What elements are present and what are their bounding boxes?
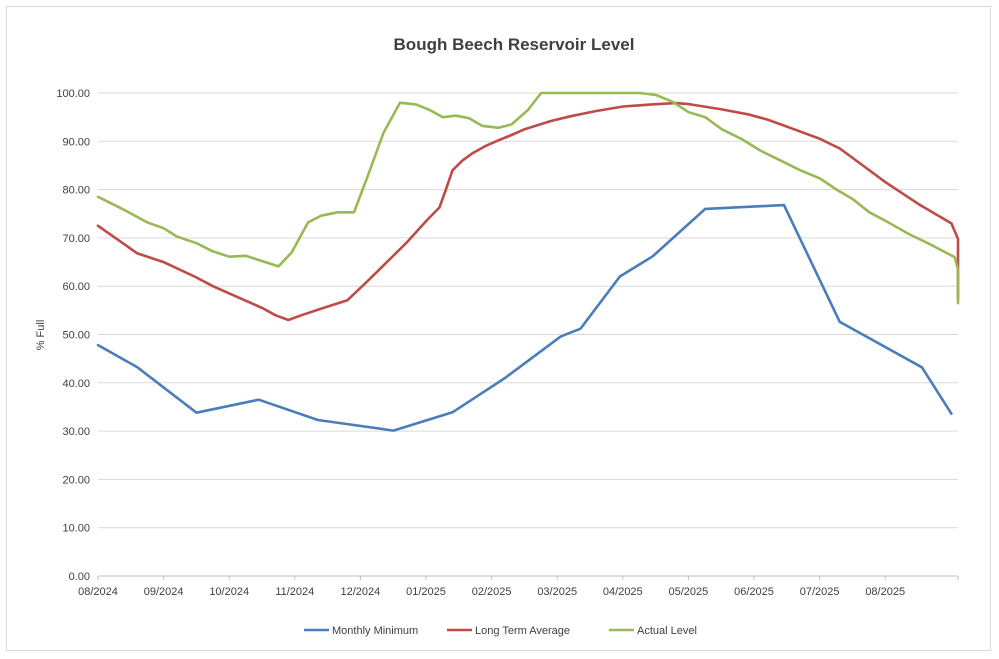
x-tick-label: 06/2025 bbox=[734, 586, 774, 598]
y-tick-label: 10.00 bbox=[62, 523, 90, 535]
y-axis-ticks: 0.00 10.00 20.00 30.00 40.00 50.00 60.00 70.00 8… bbox=[56, 88, 90, 583]
y-tick-label: 20.00 bbox=[62, 474, 90, 486]
y-tick-label: 80.00 bbox=[62, 185, 90, 197]
y-tick-label: 60.00 bbox=[62, 281, 90, 293]
x-tick-label: 04/2025 bbox=[603, 586, 643, 598]
y-tick-label: 50.00 bbox=[62, 330, 90, 342]
y-tick-label: 90.00 bbox=[62, 136, 90, 148]
legend-label: Long Term Average bbox=[475, 625, 570, 637]
x-tick-label: 12/2024 bbox=[341, 586, 381, 598]
gridlines bbox=[98, 92, 958, 529]
x-tick-label: 11/2024 bbox=[275, 586, 314, 598]
y-tick-label: 40.00 bbox=[62, 378, 90, 390]
y-tick-label: 70.00 bbox=[62, 233, 90, 245]
x-tick-label: 08/2025 bbox=[865, 586, 905, 598]
series-line-monthly-minimum bbox=[96, 203, 953, 432]
x-tick-label: 08/2024 bbox=[78, 586, 118, 598]
y-tick-label: 0.00 bbox=[69, 571, 90, 583]
series-line-long-term-average bbox=[96, 101, 960, 322]
x-axis-ticks: 08/2024 09/2024 10/2024 11/2024 12/2024 01/20… bbox=[78, 576, 959, 598]
x-tick-label: 01/2025 bbox=[406, 586, 446, 598]
series-line-actual-level bbox=[96, 91, 960, 305]
legend-label: Actual Level bbox=[637, 625, 697, 637]
x-tick-label: 02/2025 bbox=[472, 586, 512, 598]
x-tick-label: 03/2025 bbox=[537, 586, 577, 598]
x-tick-label: 05/2025 bbox=[669, 586, 709, 598]
y-tick-label: 100.00 bbox=[56, 88, 90, 100]
x-tick-label: 07/2025 bbox=[800, 586, 840, 598]
series-lines bbox=[96, 91, 960, 432]
legend: Monthly Minimum Long Term Average Actual L… bbox=[304, 625, 697, 637]
y-axis-label: % Full bbox=[35, 320, 47, 351]
chart-frame bbox=[6, 6, 991, 651]
x-tick-label: 09/2024 bbox=[144, 586, 184, 598]
y-tick-label: 30.00 bbox=[62, 426, 90, 438]
x-tick-label: 10/2024 bbox=[209, 586, 249, 598]
chart-title: Bough Beech Reservoir Level bbox=[394, 35, 635, 54]
legend-label: Monthly Minimum bbox=[332, 625, 418, 637]
